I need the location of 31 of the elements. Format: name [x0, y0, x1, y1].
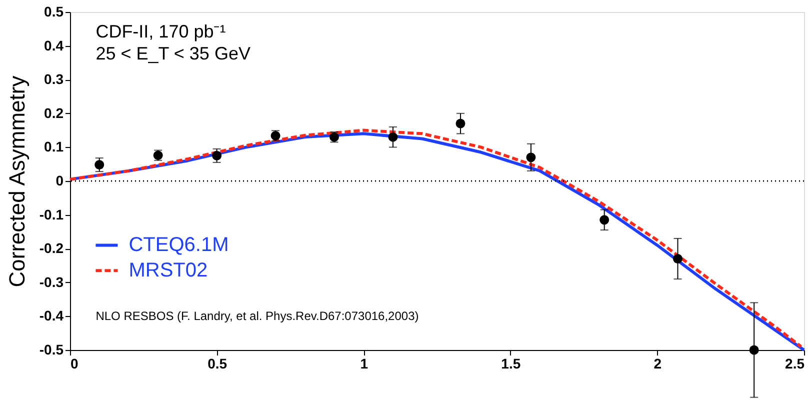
legend-label: CTEQ6.1M: [128, 234, 229, 256]
y-tick-label: 0.1: [44, 138, 64, 155]
x-tick-label: 2.5: [785, 356, 805, 372]
point: [456, 118, 466, 128]
y-tick-label: 0: [56, 172, 64, 188]
x-tick-label: 1: [360, 356, 368, 372]
x-tick-label: 2: [654, 356, 662, 372]
x-tick-label: 0.5: [208, 356, 228, 372]
point: [212, 150, 222, 160]
y-tick-label: -0.2: [39, 240, 64, 256]
point: [94, 160, 104, 170]
point: [388, 132, 398, 142]
y-tick-label: 0.5: [44, 4, 64, 20]
y-tick-label: 0.3: [44, 71, 64, 88]
y-tick-label: -0.3: [39, 274, 64, 290]
x-tick-label: 1.5: [501, 356, 521, 372]
point: [749, 345, 759, 355]
x-tick-label: 0: [70, 356, 78, 372]
y-tick-label: -0.5: [39, 342, 64, 358]
point: [673, 254, 682, 264]
legend-label: MRST02: [128, 260, 208, 282]
annotation: NLO RESBOS (F. Landry, et al. Phys.Rev.D67:073016,2003): [96, 309, 419, 324]
annotation: 25 < E_T < 35 GeV: [96, 43, 250, 64]
y-axis-title: Corrected Asymmetry: [4, 76, 30, 288]
y-tick-label: -0.1: [39, 206, 64, 222]
y-tick-label: 0.2: [44, 104, 64, 121]
y-tick-label: -0.4: [39, 308, 64, 324]
y-tick-label: 0.4: [44, 37, 64, 54]
point: [526, 152, 536, 162]
point: [600, 215, 610, 225]
annotation: CDF-II, 170 pb⁻¹: [96, 21, 226, 42]
